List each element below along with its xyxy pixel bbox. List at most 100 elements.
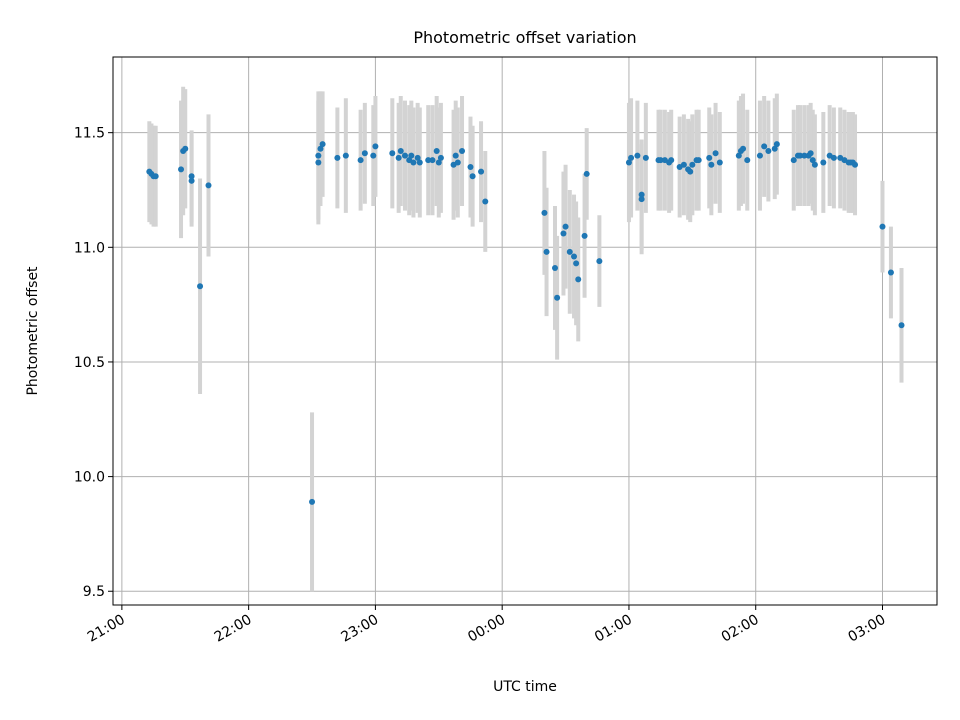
data-point bbox=[469, 173, 476, 180]
data-point bbox=[756, 152, 763, 159]
data-point bbox=[182, 145, 189, 152]
data-point bbox=[735, 152, 742, 159]
data-point bbox=[638, 191, 645, 198]
data-point bbox=[761, 143, 768, 150]
data-point bbox=[554, 294, 561, 301]
data-point bbox=[454, 159, 461, 166]
data-point bbox=[790, 157, 797, 164]
x-axis-ticks: 21:00 22:00 23:00 00:00 01:00 02:00 03:00 bbox=[85, 605, 889, 646]
y-tick-label: 11.0 bbox=[74, 240, 105, 256]
data-point bbox=[410, 159, 417, 166]
data-point bbox=[830, 154, 837, 161]
data-point bbox=[319, 141, 326, 148]
data-point bbox=[372, 143, 379, 150]
x-tick-label: 22:00 bbox=[212, 612, 255, 646]
data-point bbox=[797, 152, 804, 159]
data-point bbox=[397, 148, 404, 155]
x-tick-label: 02:00 bbox=[719, 612, 762, 646]
data-point bbox=[414, 154, 421, 161]
y-tick-label: 10.5 bbox=[74, 355, 105, 371]
data-point bbox=[197, 283, 204, 290]
y-tick-label: 10.0 bbox=[74, 470, 105, 486]
x-tick-label: 03:00 bbox=[846, 612, 889, 646]
data-point bbox=[309, 498, 316, 505]
data-point bbox=[467, 164, 474, 171]
data-point bbox=[342, 152, 349, 159]
data-point bbox=[642, 154, 649, 161]
data-point bbox=[178, 166, 185, 173]
data-point bbox=[801, 152, 808, 159]
y-tick-label: 9.5 bbox=[83, 584, 105, 600]
data-point bbox=[459, 148, 466, 155]
data-point bbox=[807, 150, 814, 157]
data-point bbox=[879, 223, 886, 230]
y-tick-label: 11.5 bbox=[74, 126, 105, 142]
data-point bbox=[712, 150, 719, 157]
data-point bbox=[898, 322, 905, 329]
data-point bbox=[452, 152, 459, 159]
errorbars bbox=[147, 86, 904, 592]
data-point bbox=[716, 159, 723, 166]
plot-frame bbox=[112, 56, 938, 606]
data-point bbox=[370, 152, 377, 159]
x-tick-label: 01:00 bbox=[592, 612, 635, 646]
data-point bbox=[435, 159, 442, 166]
data-point bbox=[416, 159, 423, 166]
data-point bbox=[560, 230, 567, 237]
data-point bbox=[562, 223, 569, 230]
data-point bbox=[425, 157, 432, 164]
data-point bbox=[657, 157, 664, 164]
data-point bbox=[571, 253, 578, 260]
data-point bbox=[634, 152, 641, 159]
data-point bbox=[429, 157, 436, 164]
data-point bbox=[773, 141, 780, 148]
chart-title: Photometric offset variation bbox=[413, 28, 636, 47]
data-point bbox=[820, 159, 827, 166]
data-point bbox=[334, 154, 341, 161]
data-points bbox=[146, 141, 905, 505]
data-point bbox=[541, 209, 548, 216]
data-point bbox=[433, 148, 440, 155]
data-point bbox=[357, 157, 364, 164]
data-point bbox=[552, 264, 559, 271]
data-point bbox=[740, 145, 747, 152]
data-point bbox=[188, 177, 195, 184]
data-point bbox=[395, 154, 402, 161]
data-point bbox=[625, 159, 632, 166]
data-point bbox=[668, 157, 675, 164]
data-point bbox=[628, 154, 635, 161]
data-point bbox=[765, 148, 772, 155]
data-point bbox=[152, 173, 159, 180]
data-point bbox=[401, 152, 408, 159]
x-tick-label: 23:00 bbox=[338, 612, 381, 646]
data-point bbox=[188, 173, 195, 180]
x-tick-label: 21:00 bbox=[85, 612, 128, 646]
data-point bbox=[771, 145, 778, 152]
data-point bbox=[408, 152, 415, 159]
data-point bbox=[482, 198, 489, 205]
data-point bbox=[708, 161, 715, 168]
data-point bbox=[887, 269, 894, 276]
y-axis-ticks: 9.5 10.0 10.5 11.0 11.5 bbox=[74, 126, 113, 600]
data-point bbox=[687, 168, 694, 175]
data-point bbox=[543, 248, 550, 255]
data-point bbox=[575, 276, 582, 283]
data-point bbox=[680, 161, 687, 168]
data-point bbox=[566, 248, 573, 255]
data-point bbox=[638, 196, 645, 203]
data-point bbox=[315, 159, 322, 166]
data-point bbox=[695, 157, 702, 164]
y-axis-label: Photometric offset bbox=[25, 266, 41, 396]
data-point bbox=[389, 150, 396, 157]
data-point bbox=[583, 170, 590, 177]
x-tick-label: 00:00 bbox=[465, 612, 508, 646]
data-point bbox=[706, 154, 713, 161]
data-point bbox=[852, 161, 859, 168]
data-point bbox=[437, 154, 444, 161]
data-point bbox=[317, 145, 324, 152]
data-point bbox=[596, 258, 603, 265]
data-point bbox=[315, 152, 322, 159]
data-point bbox=[811, 161, 818, 168]
data-point bbox=[478, 168, 485, 175]
